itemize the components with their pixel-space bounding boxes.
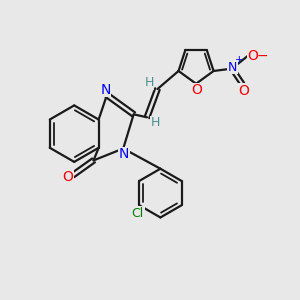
Text: O: O bbox=[248, 49, 258, 62]
Text: N: N bbox=[119, 148, 129, 161]
Text: −: − bbox=[256, 49, 268, 62]
Text: N: N bbox=[100, 83, 111, 97]
Text: +: + bbox=[235, 55, 244, 65]
Text: H: H bbox=[144, 76, 154, 89]
Text: O: O bbox=[62, 170, 73, 184]
Text: O: O bbox=[238, 84, 249, 98]
Text: H: H bbox=[151, 116, 160, 129]
Text: O: O bbox=[191, 83, 202, 97]
Text: Cl: Cl bbox=[132, 207, 144, 220]
Text: N: N bbox=[228, 61, 237, 74]
